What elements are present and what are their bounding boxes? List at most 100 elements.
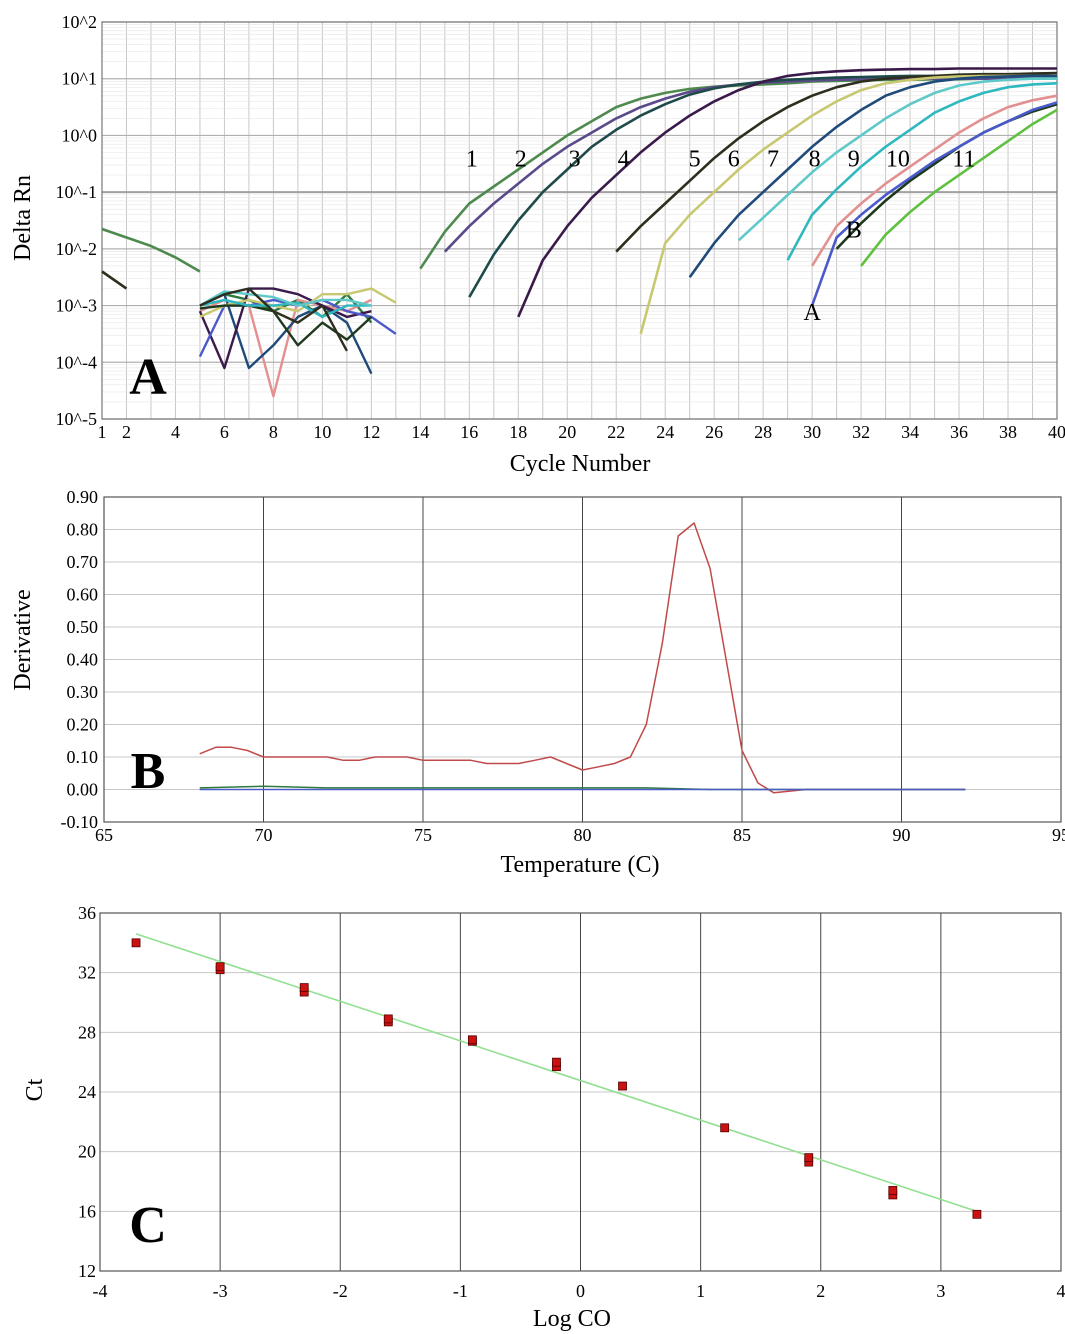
panel-label: A bbox=[129, 349, 167, 406]
x-tick-label: 95 bbox=[1052, 825, 1065, 845]
x-tick-label: 40 bbox=[1048, 422, 1065, 442]
data-point bbox=[131, 938, 141, 948]
curve-label: 4 bbox=[618, 147, 630, 173]
plot-frame bbox=[103, 496, 1062, 823]
y-tick-label: 0.70 bbox=[67, 552, 99, 572]
curve-label: 2 bbox=[515, 147, 527, 173]
x-tick-label: 0 bbox=[576, 1281, 585, 1301]
x-tick-label: 4 bbox=[1057, 1281, 1065, 1301]
plot-frame bbox=[99, 912, 1062, 1272]
x-tick-label: 65 bbox=[95, 825, 113, 845]
curve-label: 10 bbox=[886, 147, 910, 173]
curve-label: B bbox=[846, 218, 862, 244]
x-tick-label: 16 bbox=[460, 422, 478, 442]
y-tick-label: 10^1 bbox=[62, 69, 97, 89]
amplification-curve bbox=[688, 74, 1057, 278]
x-tick-label: 75 bbox=[414, 825, 432, 845]
y-tick-label: 28 bbox=[78, 1022, 96, 1042]
curve-label: 6 bbox=[728, 147, 740, 173]
amplification-curve bbox=[101, 227, 201, 273]
noise-series-line bbox=[198, 287, 372, 370]
plot-frame bbox=[101, 21, 1058, 420]
data-point bbox=[888, 1186, 898, 1195]
y-tick-label: 0.20 bbox=[67, 715, 99, 735]
y-tick-label: 24 bbox=[78, 1082, 96, 1102]
x-tick-label: 30 bbox=[803, 422, 821, 442]
data-point bbox=[215, 962, 225, 972]
x-axis-title: Temperature (C) bbox=[501, 852, 660, 878]
y-tick-label: 10^0 bbox=[62, 125, 97, 145]
panel-b-chart: -0.10 0.00 0.10 0.20 0.30 0.40 0.50 0.60 0.70 0.8… bbox=[10, 487, 1065, 878]
y-tick-label: -0.10 bbox=[61, 812, 99, 832]
noise-series-line bbox=[199, 287, 397, 318]
regression-line bbox=[135, 933, 978, 1213]
y-tick-label: 10^-5 bbox=[56, 409, 97, 429]
y-axis-title: Derivative bbox=[10, 589, 36, 690]
noise-series-line bbox=[199, 304, 373, 347]
x-tick-label: 34 bbox=[901, 422, 919, 442]
x-axis-title: Cycle Number bbox=[510, 451, 651, 477]
x-tick-label: 22 bbox=[607, 422, 625, 442]
y-axis-title: Delta Rn bbox=[10, 175, 36, 261]
amplification-curve bbox=[737, 77, 1057, 242]
curve-label: 1 bbox=[466, 147, 478, 173]
y-tick-label: 10^-1 bbox=[56, 182, 97, 202]
amplification-curve bbox=[101, 270, 128, 290]
panel-label: C bbox=[129, 1197, 167, 1254]
y-tick-label: 10^-2 bbox=[56, 239, 97, 259]
x-tick-label: 6 bbox=[220, 422, 229, 442]
x-tick-label: 1 bbox=[696, 1281, 705, 1301]
y-tick-label: 0.00 bbox=[67, 780, 99, 800]
x-tick-label: -3 bbox=[213, 1281, 228, 1301]
x-axis-title: Log CO bbox=[533, 1306, 611, 1332]
panel-label: B bbox=[131, 743, 166, 800]
x-tick-label: 36 bbox=[950, 422, 968, 442]
x-tick-label: 24 bbox=[656, 422, 674, 442]
x-tick-label: 4 bbox=[171, 422, 180, 442]
x-tick-label: -1 bbox=[453, 1281, 468, 1301]
amplification-curve bbox=[835, 102, 1058, 250]
x-tick-label: 12 bbox=[362, 422, 380, 442]
y-tick-label: 10^2 bbox=[62, 12, 97, 32]
x-tick-label: 10 bbox=[313, 422, 331, 442]
x-tick-label: 3 bbox=[936, 1281, 945, 1301]
x-tick-label: 14 bbox=[411, 422, 429, 442]
x-tick-label: 80 bbox=[574, 825, 592, 845]
data-point bbox=[467, 1035, 477, 1045]
y-tick-label: 20 bbox=[78, 1142, 96, 1162]
x-tick-label: 2 bbox=[816, 1281, 825, 1301]
x-tick-label: -2 bbox=[333, 1281, 348, 1301]
x-tick-label: 26 bbox=[705, 422, 723, 442]
x-tick-label: 20 bbox=[558, 422, 576, 442]
x-tick-label: 18 bbox=[509, 422, 527, 442]
noise-series-line bbox=[199, 287, 348, 352]
y-tick-label: 10^-4 bbox=[56, 352, 97, 372]
curve-label: 3 bbox=[569, 147, 581, 173]
curve-label: 9 bbox=[848, 147, 860, 173]
y-tick-label: 10^-3 bbox=[56, 296, 97, 316]
curve-label: A bbox=[803, 300, 821, 326]
noise-series-line bbox=[199, 298, 372, 319]
y-tick-label: 0.60 bbox=[67, 585, 99, 605]
amplification-curve bbox=[517, 67, 1057, 318]
x-tick-label: 90 bbox=[893, 825, 911, 845]
amplification-curve bbox=[810, 94, 1058, 267]
y-axis-title: Ct bbox=[22, 1078, 48, 1101]
y-tick-label: 36 bbox=[78, 903, 96, 923]
x-tick-label: -4 bbox=[93, 1281, 108, 1301]
y-tick-label: 0.10 bbox=[67, 747, 99, 767]
x-tick-label: 1 bbox=[98, 422, 107, 442]
data-point bbox=[972, 1209, 982, 1219]
x-tick-label: 38 bbox=[999, 422, 1017, 442]
data-point bbox=[299, 983, 309, 992]
x-tick-label: 32 bbox=[852, 422, 870, 442]
y-tick-label: 0.80 bbox=[67, 520, 99, 540]
curve-label: 11 bbox=[952, 147, 975, 173]
x-tick-label: 8 bbox=[269, 422, 278, 442]
y-tick-label: 0.40 bbox=[67, 650, 99, 670]
y-tick-label: 32 bbox=[78, 963, 96, 983]
curve-label: 8 bbox=[809, 147, 821, 173]
y-tick-label: 0.50 bbox=[67, 617, 99, 637]
